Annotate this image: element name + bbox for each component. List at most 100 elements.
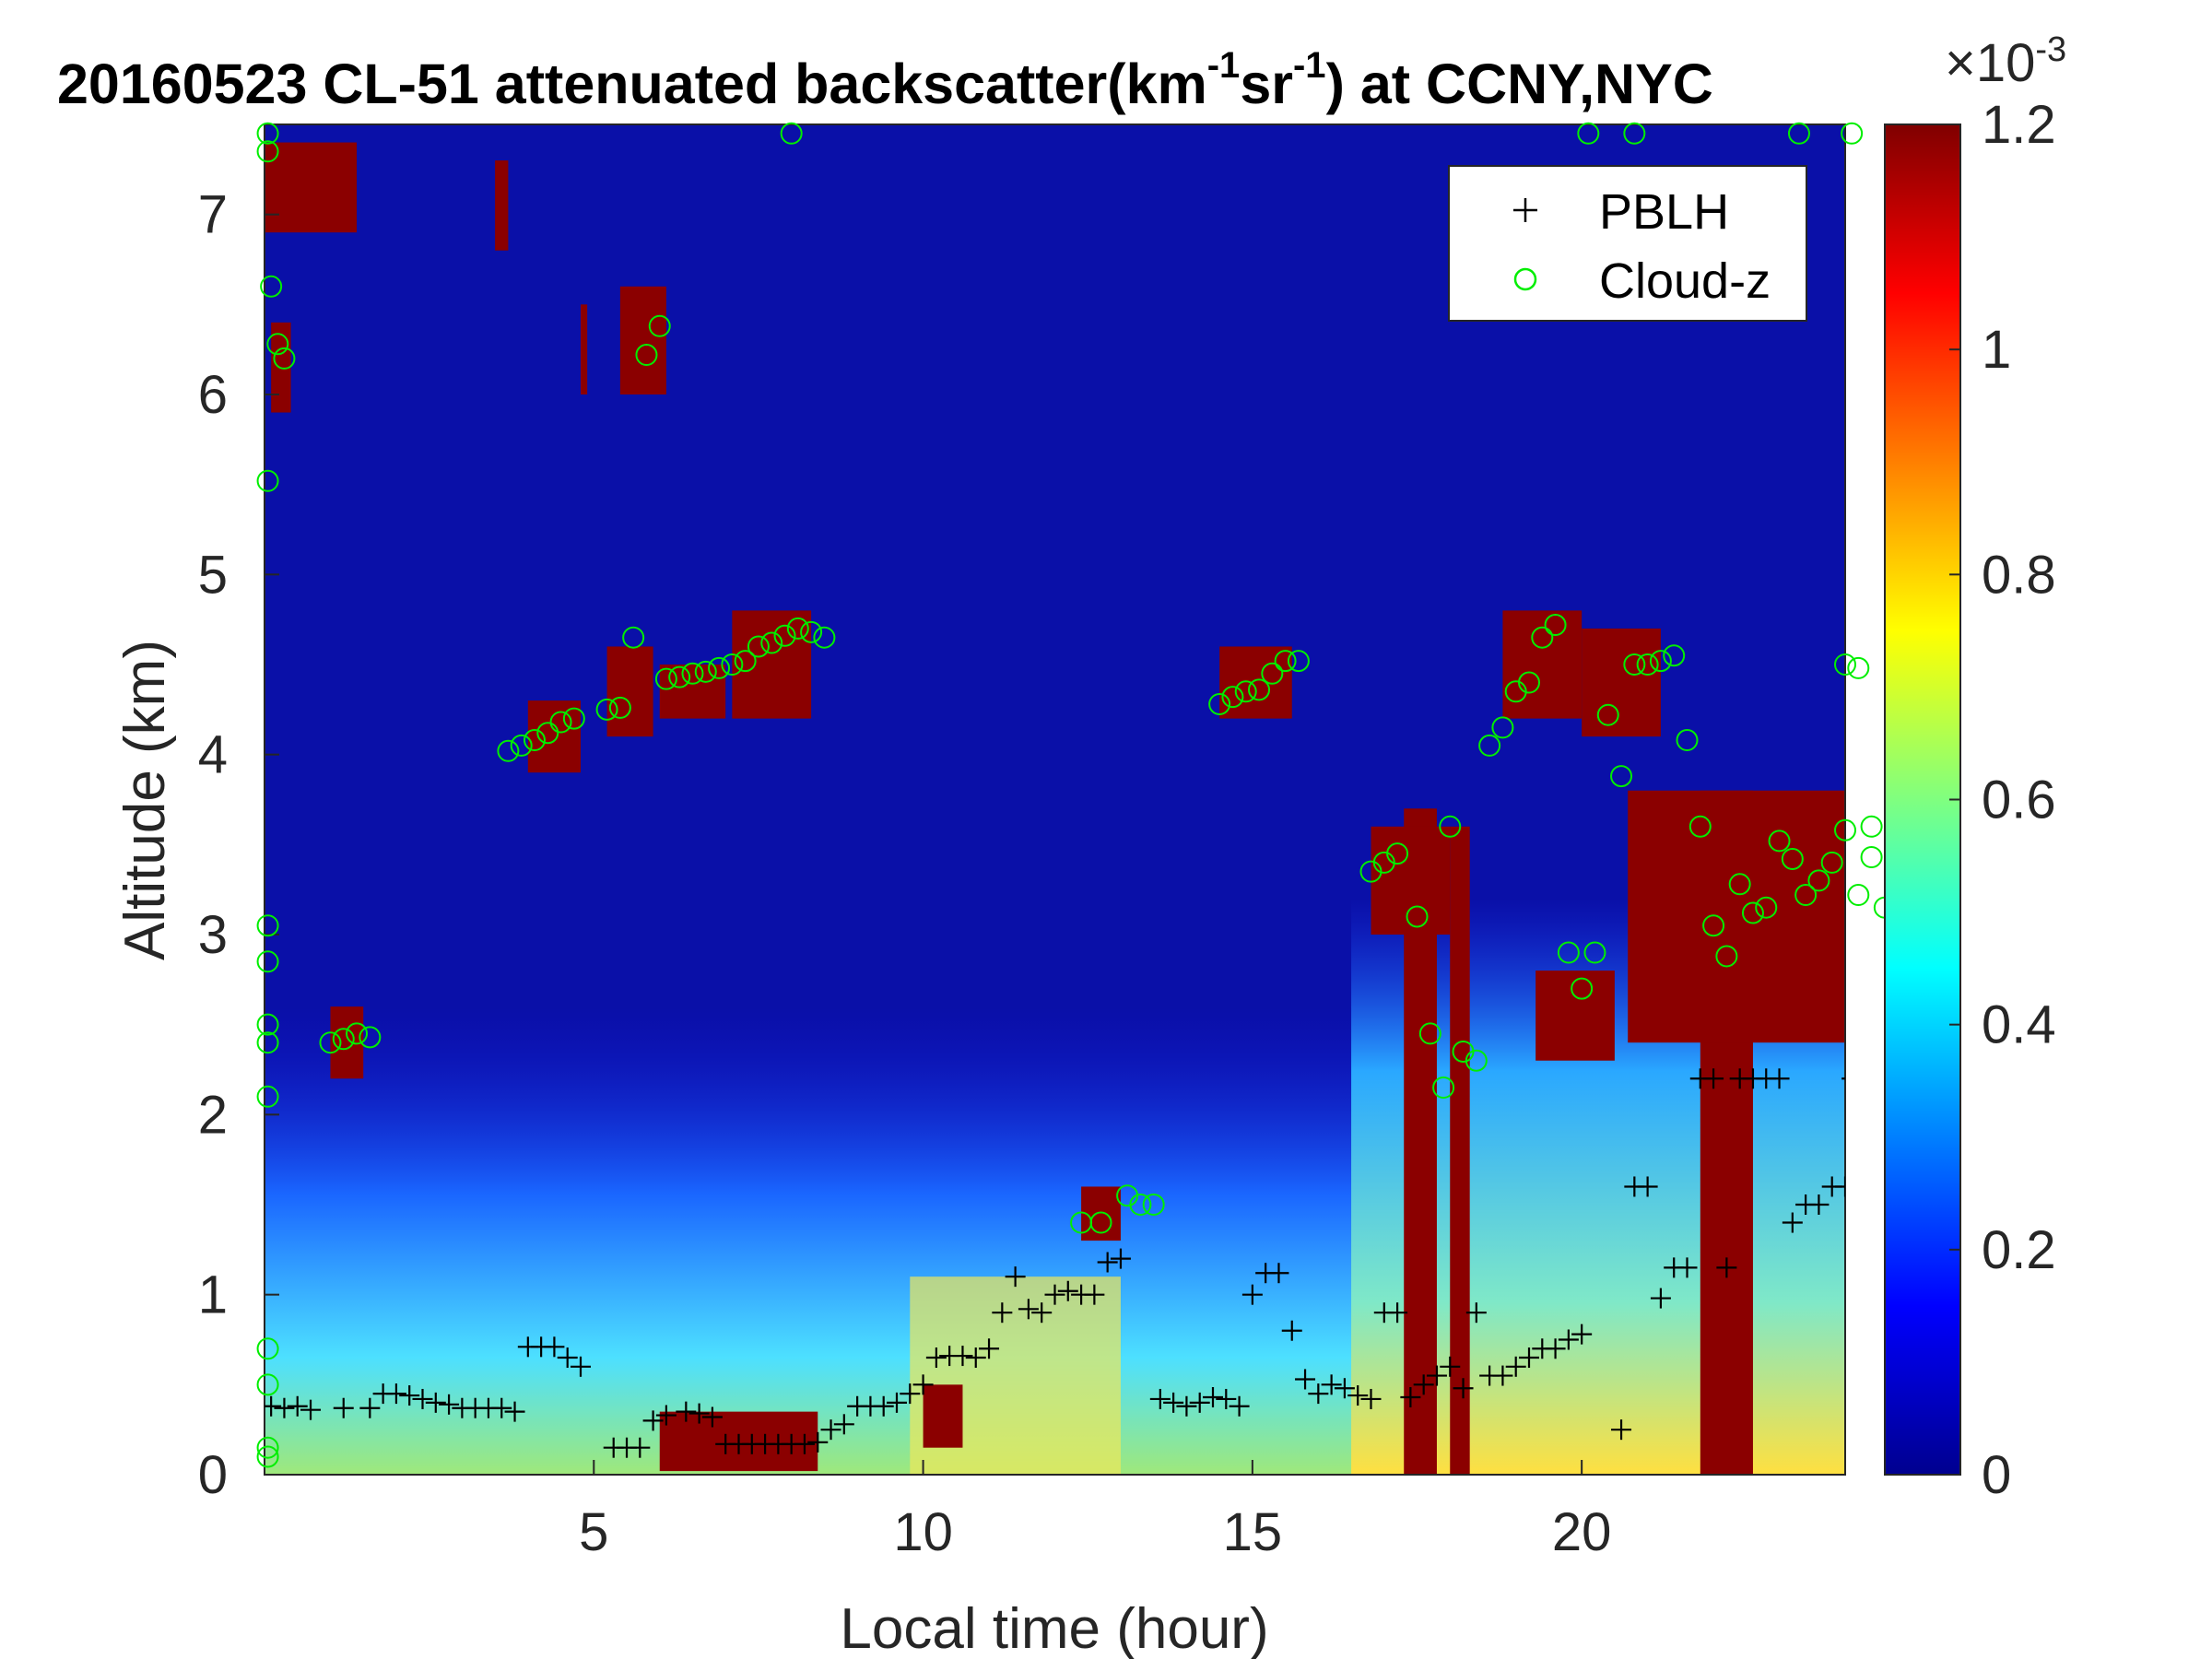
pblh-point (1716, 1257, 1737, 1278)
cloud-z-point (747, 635, 770, 658)
cloud-feature (923, 1384, 963, 1448)
pblh-point (1519, 1347, 1539, 1369)
y-tick-label: 6 (198, 365, 228, 425)
pblh-point (701, 1406, 723, 1428)
cloud-z-point (622, 626, 645, 649)
pblh-point (1453, 1378, 1474, 1399)
y-tick-label: 7 (198, 185, 228, 245)
cloud-z-point (1728, 873, 1751, 896)
pblh-point (1097, 1252, 1118, 1273)
cloud-feature (581, 304, 588, 394)
cloud-z-point (1841, 122, 1864, 145)
cloud-feature (1628, 790, 1845, 1043)
pblh-point (1808, 1194, 1830, 1215)
pblh-point (1650, 1288, 1671, 1309)
cloud-z-point (1234, 680, 1257, 703)
cloud-z-point (1248, 678, 1271, 701)
pblh-point (965, 1347, 986, 1369)
cloud-z-point (1820, 851, 1843, 874)
cloud-z-point (1544, 614, 1567, 637)
cloud-z-point (595, 698, 618, 721)
cloud-z-point (1610, 765, 1633, 788)
pblh-point (1268, 1263, 1289, 1284)
legend-box (1448, 165, 1807, 322)
pblh-point (794, 1433, 815, 1454)
pblh-point (1347, 1385, 1369, 1406)
colorbar-ticks: 0 0.2 0.4 0.6 0.8 1 1.2 (1949, 95, 2056, 1505)
cloud-z-point (1418, 1022, 1441, 1045)
colorbar-tick-label: 0.2 (1982, 1220, 2056, 1280)
cloud-z-point (1715, 945, 1738, 968)
pblh-point (1084, 1284, 1105, 1305)
chart-title: 20160523 CL-51 attenuated backscatter(km… (57, 45, 1713, 115)
cloud-z-point (1287, 650, 1310, 673)
pblh-point (1241, 1284, 1263, 1305)
pblh-point (265, 1395, 282, 1417)
x-tick-label: 10 (893, 1502, 953, 1562)
cloud-z-point (668, 665, 691, 688)
pblh-point (1571, 1324, 1593, 1345)
cloud-z-point (786, 617, 809, 640)
pblh-point (820, 1419, 841, 1441)
pblh-point (900, 1383, 921, 1405)
pblh-series (265, 1068, 1845, 1458)
cloud-z-point (1741, 901, 1764, 924)
pblh-point (1031, 1302, 1053, 1324)
cloud-z-point (1663, 644, 1686, 667)
cloud-z-point (256, 1373, 279, 1396)
pblh-point (1465, 1302, 1487, 1324)
cloud-z-point (256, 469, 279, 492)
cloud-z-point (1465, 1049, 1488, 1072)
pblh-point (1189, 1392, 1210, 1413)
cloud-z-point (256, 1436, 279, 1459)
heatmap-plot-area (265, 124, 1845, 1475)
pblh-point (1295, 1369, 1316, 1390)
cloud-z-point (256, 1013, 279, 1036)
cloud-z-point (256, 1337, 279, 1360)
cloud-z-point (1208, 692, 1231, 715)
pblh-point (887, 1392, 907, 1413)
cloud-z-point (332, 1028, 355, 1051)
cloud-z-point (1439, 815, 1462, 838)
cloud-z-point (510, 734, 533, 757)
pblh-point (1400, 1387, 1421, 1408)
cloud-z-point (549, 711, 572, 734)
pblh-point (287, 1395, 308, 1417)
x-axis-ticks: 5 10 15 20 (579, 1460, 1611, 1562)
y-tick-label: 4 (198, 725, 228, 785)
pblh-point (1769, 1068, 1790, 1089)
cloud-z-point (359, 1026, 382, 1049)
cloud-z-point (773, 624, 796, 647)
cloud-z-point (1768, 830, 1791, 853)
cloud-z-point (1406, 905, 1429, 928)
cloud-z-point (734, 650, 757, 673)
cloud-z-point (1221, 686, 1244, 709)
legend-pblh-marker (1513, 198, 1537, 222)
pblh-point (1505, 1356, 1526, 1377)
cloud-z-point (1478, 734, 1501, 757)
cloud-z-point (721, 653, 744, 676)
cloud-z-point (1571, 977, 1594, 1000)
pblh-point (952, 1346, 973, 1367)
cloud-z-point (1794, 884, 1818, 907)
y-axis-label: Altitude (km) (113, 640, 177, 960)
pblh-point (1841, 1077, 1845, 1080)
cloud-z-point (1577, 122, 1600, 145)
cloud-feature (330, 1006, 364, 1079)
pblh-point (1203, 1387, 1223, 1408)
pblh-point (979, 1338, 1000, 1359)
pblh-point (425, 1392, 446, 1413)
cloud-z-point (780, 122, 803, 145)
cloud-z-point (256, 1031, 279, 1054)
pblh-point (300, 1399, 322, 1420)
y-tick-label: 3 (198, 905, 228, 965)
colorbar: 0 0.2 0.4 0.6 0.8 1 1.2 ×10-3 (1884, 30, 2066, 1505)
pblh-point (1229, 1395, 1250, 1417)
pblh-point (1558, 1329, 1579, 1350)
cloud-z-point (260, 275, 283, 298)
cloud-z-point (1518, 671, 1540, 694)
pblh-point (1426, 1365, 1447, 1386)
cloud-z-point (1623, 122, 1646, 145)
cloud-feature (527, 700, 581, 773)
pblh-point (1149, 1388, 1171, 1409)
